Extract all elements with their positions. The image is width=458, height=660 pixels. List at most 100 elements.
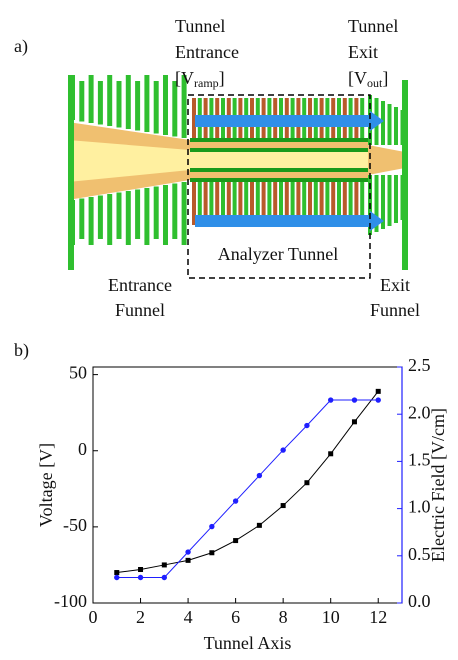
x-tick-label: 0 [89, 607, 98, 627]
ion-arrow-head [370, 111, 384, 131]
point [304, 480, 310, 486]
electrode [97, 195, 103, 239]
x-tick-label: 8 [279, 607, 288, 627]
tunnel-electrode [337, 180, 341, 225]
electrode [116, 192, 122, 239]
point [185, 549, 191, 555]
electrode [163, 185, 168, 245]
y2-tick-label: 1.5 [408, 450, 431, 470]
tunnel-core [190, 150, 368, 170]
electrode [181, 75, 187, 138]
panel-label: b) [14, 340, 29, 361]
x-tick-label: 6 [231, 607, 240, 627]
point [138, 567, 144, 573]
label: Tunnel [348, 16, 398, 36]
tunnel-electrode [313, 180, 318, 225]
tunnel-electrode [279, 180, 283, 225]
tunnel-electrode [250, 180, 254, 225]
label: [V [175, 68, 194, 88]
label: [Vout] [348, 68, 388, 90]
ion-arrow [195, 115, 370, 127]
electrode [163, 75, 168, 135]
point [161, 574, 168, 581]
tunnel-electrode [209, 180, 214, 225]
x-tick-label: 10 [322, 607, 340, 627]
point [233, 538, 239, 544]
tunnel-electrode [273, 180, 278, 225]
electrode [125, 75, 131, 129]
point [280, 447, 286, 453]
tunnel-rail [190, 138, 368, 142]
tunnel-electrode [221, 180, 225, 225]
point [327, 397, 334, 403]
x-tick-label: 4 [184, 607, 193, 627]
exit-electrode [381, 101, 385, 145]
electrode [107, 75, 113, 126]
electrode [172, 183, 178, 239]
exit-electrode [394, 175, 398, 223]
electrode [97, 81, 103, 125]
point [161, 562, 167, 568]
electrode [181, 182, 187, 245]
diagram [68, 75, 408, 279]
electrode [135, 81, 141, 131]
label: ] [219, 68, 225, 88]
electrode [68, 75, 74, 270]
exit-electrode [374, 175, 379, 232]
x-axis-label: Tunnel Axis [204, 633, 292, 653]
electrode [79, 198, 85, 239]
funnel-core [68, 140, 190, 182]
tunnel-electrode [331, 180, 336, 225]
point [280, 503, 286, 509]
electrode [79, 81, 85, 122]
electrode [88, 197, 94, 245]
point [185, 557, 191, 563]
y-tick-label: -50 [63, 515, 87, 535]
series-line [116, 391, 379, 574]
point [351, 397, 358, 403]
tunnel-electrode [360, 180, 365, 225]
label: Analyzer Tunnel [218, 244, 339, 264]
label: Entrance [108, 275, 172, 295]
electrode [88, 75, 94, 123]
electrode [144, 75, 150, 132]
label: Exit [348, 42, 378, 62]
point [256, 472, 263, 479]
tunnel-electrode [226, 180, 231, 225]
point [328, 451, 334, 457]
x-tick-label: 2 [136, 607, 145, 627]
y2-axis-label: Electric Field [V/cm] [428, 408, 448, 562]
tunnel-electrode [354, 180, 359, 225]
electrode [135, 189, 141, 239]
y2-tick-label: 0.5 [408, 544, 431, 564]
series-line [116, 399, 379, 579]
tunnel-rail [190, 178, 368, 182]
panel-label: a) [14, 36, 28, 57]
tunnel-electrode [244, 180, 249, 225]
tunnel-electrode [290, 180, 295, 225]
chart: 0 2 4 6 8 10 12 -100 -50 0 50 0.0 0.5 1.0 1.5 2.0 2.5 Tun… [36, 355, 448, 653]
point [209, 523, 215, 530]
x-tick-label: 12 [369, 607, 387, 627]
tunnel-electrode [192, 180, 196, 225]
tunnel-electrode [255, 180, 260, 225]
point [232, 498, 239, 504]
tunnel-electrode [348, 180, 353, 225]
exit-electrode [387, 104, 392, 145]
tunnel-electrode [238, 180, 243, 225]
tunnel-electrode [267, 180, 272, 225]
tunnel-electrode [261, 180, 266, 225]
label: Exit [380, 275, 410, 295]
ion-arrow-head [370, 211, 384, 231]
label: Tunnel [175, 16, 225, 36]
electrode [144, 188, 150, 245]
y-tick-label: 0 [78, 439, 87, 459]
electrode [116, 81, 122, 128]
point [375, 397, 381, 403]
tunnel-electrode [215, 180, 220, 225]
y2-tick-label: 0.0 [408, 591, 431, 611]
tunnel-electrode [232, 180, 237, 225]
point [114, 570, 120, 576]
label: [Vramp] [175, 68, 225, 90]
